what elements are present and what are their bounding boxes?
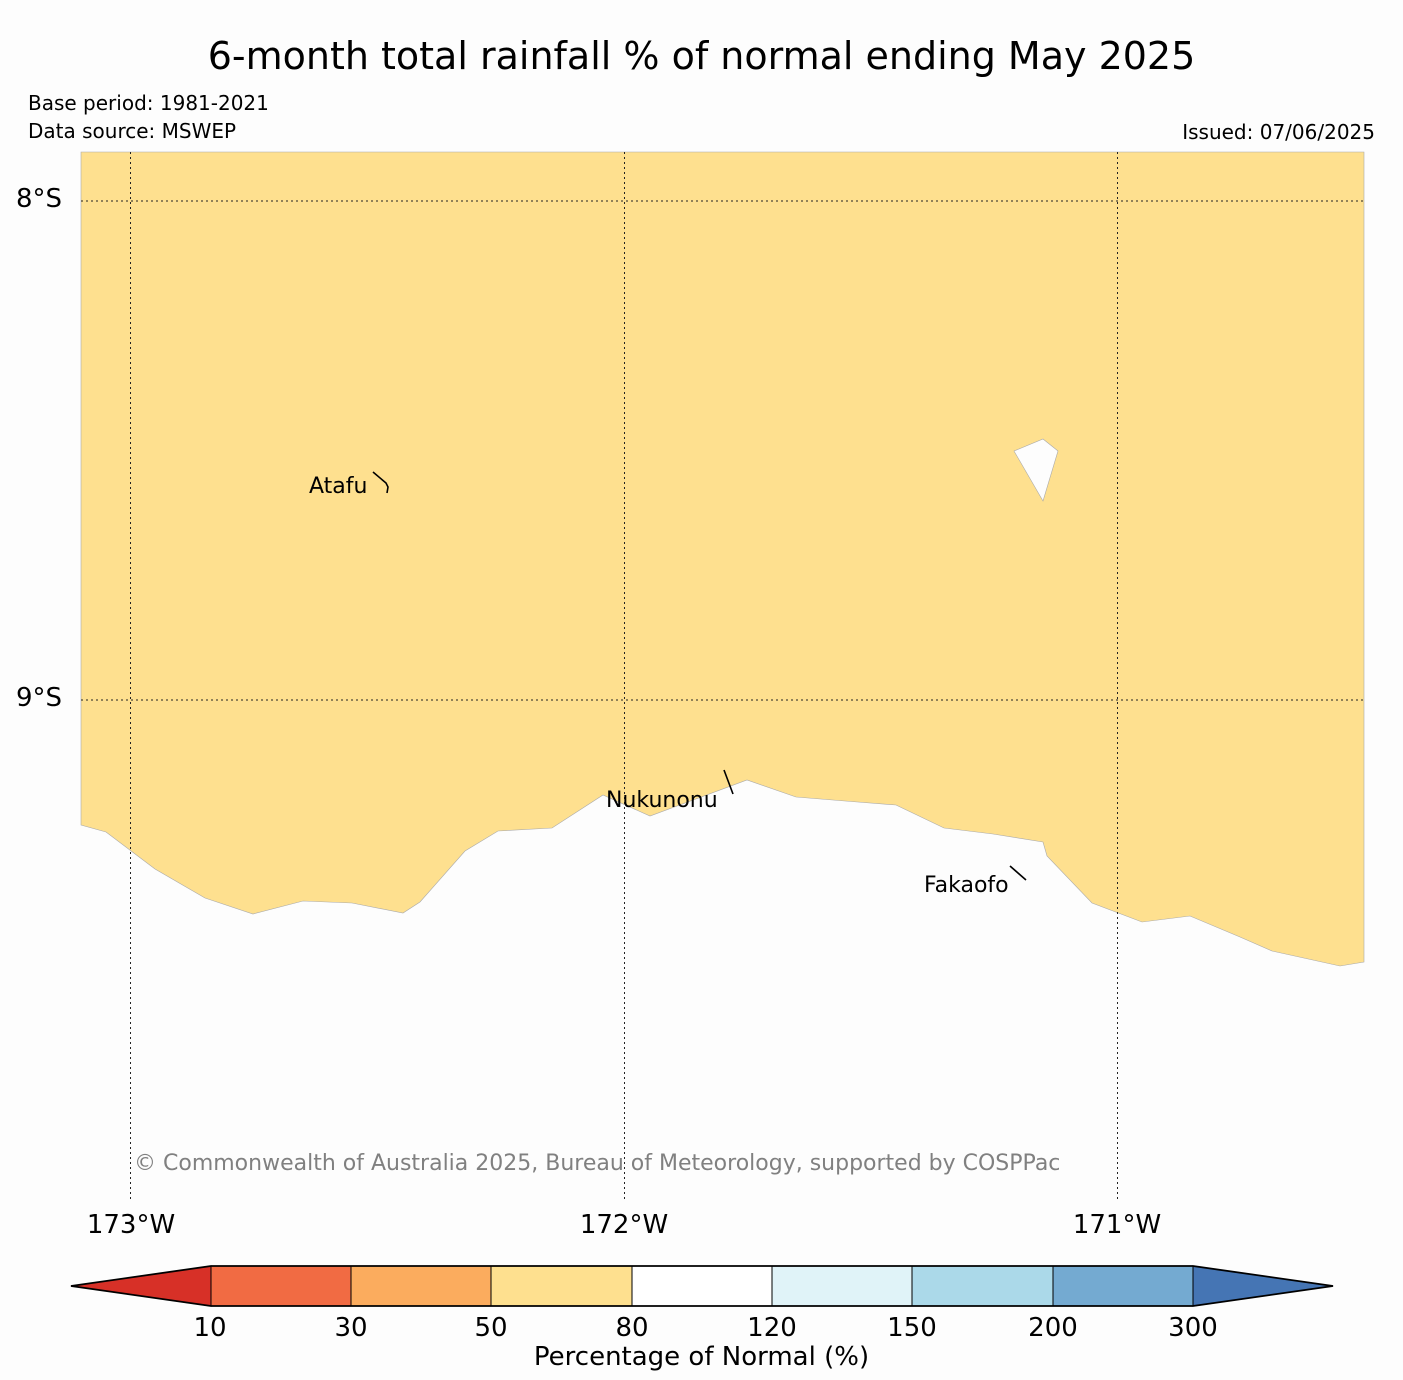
colorbar-extend-low xyxy=(70,1265,212,1307)
rainfall-region-50-80 xyxy=(80,151,1365,967)
colorbar-tick-300: 300 xyxy=(1168,1313,1218,1343)
colorbar-segment-200-300 xyxy=(1052,1265,1194,1307)
data-source-text: Data source: MSWEP xyxy=(28,119,237,143)
longitude-label-171w: 171°W xyxy=(1072,1210,1162,1240)
colorbar-tick-30: 30 xyxy=(334,1313,368,1343)
colorbar-tick-150: 150 xyxy=(887,1313,937,1343)
base-period-text: Base period: 1981-2021 xyxy=(28,91,269,115)
longitude-label-172w: 172°W xyxy=(579,1210,669,1240)
graticule xyxy=(81,152,1364,1202)
longitude-label-173w: 173°W xyxy=(86,1210,176,1240)
place-label-nukunonu: Nukunonu xyxy=(606,788,718,813)
nukunonu-atoll xyxy=(723,769,734,795)
colorbar-extend-high xyxy=(1192,1265,1334,1307)
chart-title: 6-month total rainfall % of normal endin… xyxy=(207,34,1196,78)
colorbar-segment-10-30 xyxy=(210,1265,352,1307)
fakaofo-atoll xyxy=(1009,865,1027,881)
colorbar-segment-150-200 xyxy=(911,1265,1054,1307)
colorbar-segment-80-120 xyxy=(631,1265,773,1307)
colorbar-tick-50: 50 xyxy=(474,1313,508,1343)
colorbar-label: Percentage of Normal (%) xyxy=(533,1342,870,1372)
copyright-notice: © Commonwealth of Australia 2025, Bureau… xyxy=(134,1151,1061,1176)
colorbar-tick-10: 10 xyxy=(193,1313,227,1343)
atoll-outlines xyxy=(372,471,1027,881)
colorbar-outline xyxy=(70,1265,1334,1307)
colorbar-segment-120-150 xyxy=(771,1265,913,1307)
colorbar-segment-50-80 xyxy=(490,1265,633,1307)
atafu-atoll xyxy=(372,471,389,494)
issued-date-text: Issued: 07/06/2025 xyxy=(1182,120,1375,144)
latitude-label-8s: 8°S xyxy=(16,184,63,214)
place-label-fakaofo: Fakaofo xyxy=(924,873,1009,898)
colorbar-tick-200: 200 xyxy=(1028,1313,1078,1343)
colorbar-tick-80: 80 xyxy=(615,1313,649,1343)
colorbar-segment-30-50 xyxy=(350,1265,492,1307)
place-label-atafu: Atafu xyxy=(309,474,368,499)
latitude-label-9s: 9°S xyxy=(16,683,63,713)
colorbar-tick-120: 120 xyxy=(747,1313,797,1343)
rainfall-region-80-120-patch xyxy=(1013,438,1059,502)
